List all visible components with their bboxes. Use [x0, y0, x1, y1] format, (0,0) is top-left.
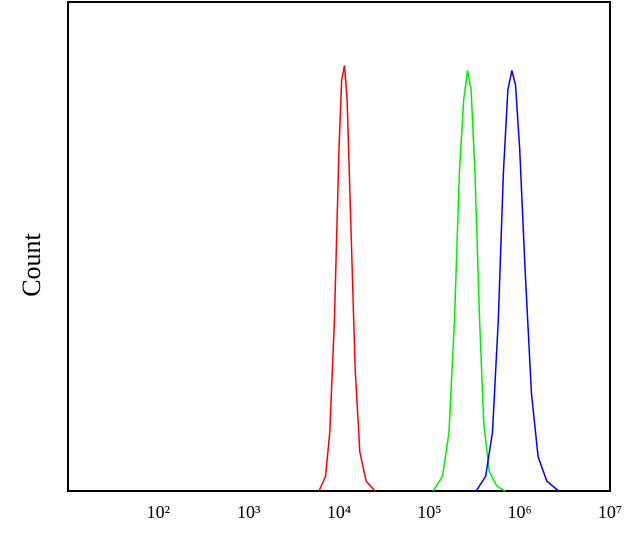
- plot-frame: [67, 1, 611, 492]
- x-tick-label: 10⁷: [598, 502, 622, 522]
- x-tick-label: 10⁵: [417, 502, 441, 522]
- x-tick-label: 10²: [147, 502, 170, 522]
- histogram-line: [318, 65, 376, 492]
- x-tick-label: 10⁶: [508, 502, 532, 522]
- y-axis-label: Count: [17, 232, 46, 296]
- x-tick-label: 10³: [237, 502, 261, 522]
- histogram-line: [432, 70, 506, 492]
- histogram-line: [475, 70, 560, 492]
- x-tick-label: 10⁴: [327, 502, 351, 522]
